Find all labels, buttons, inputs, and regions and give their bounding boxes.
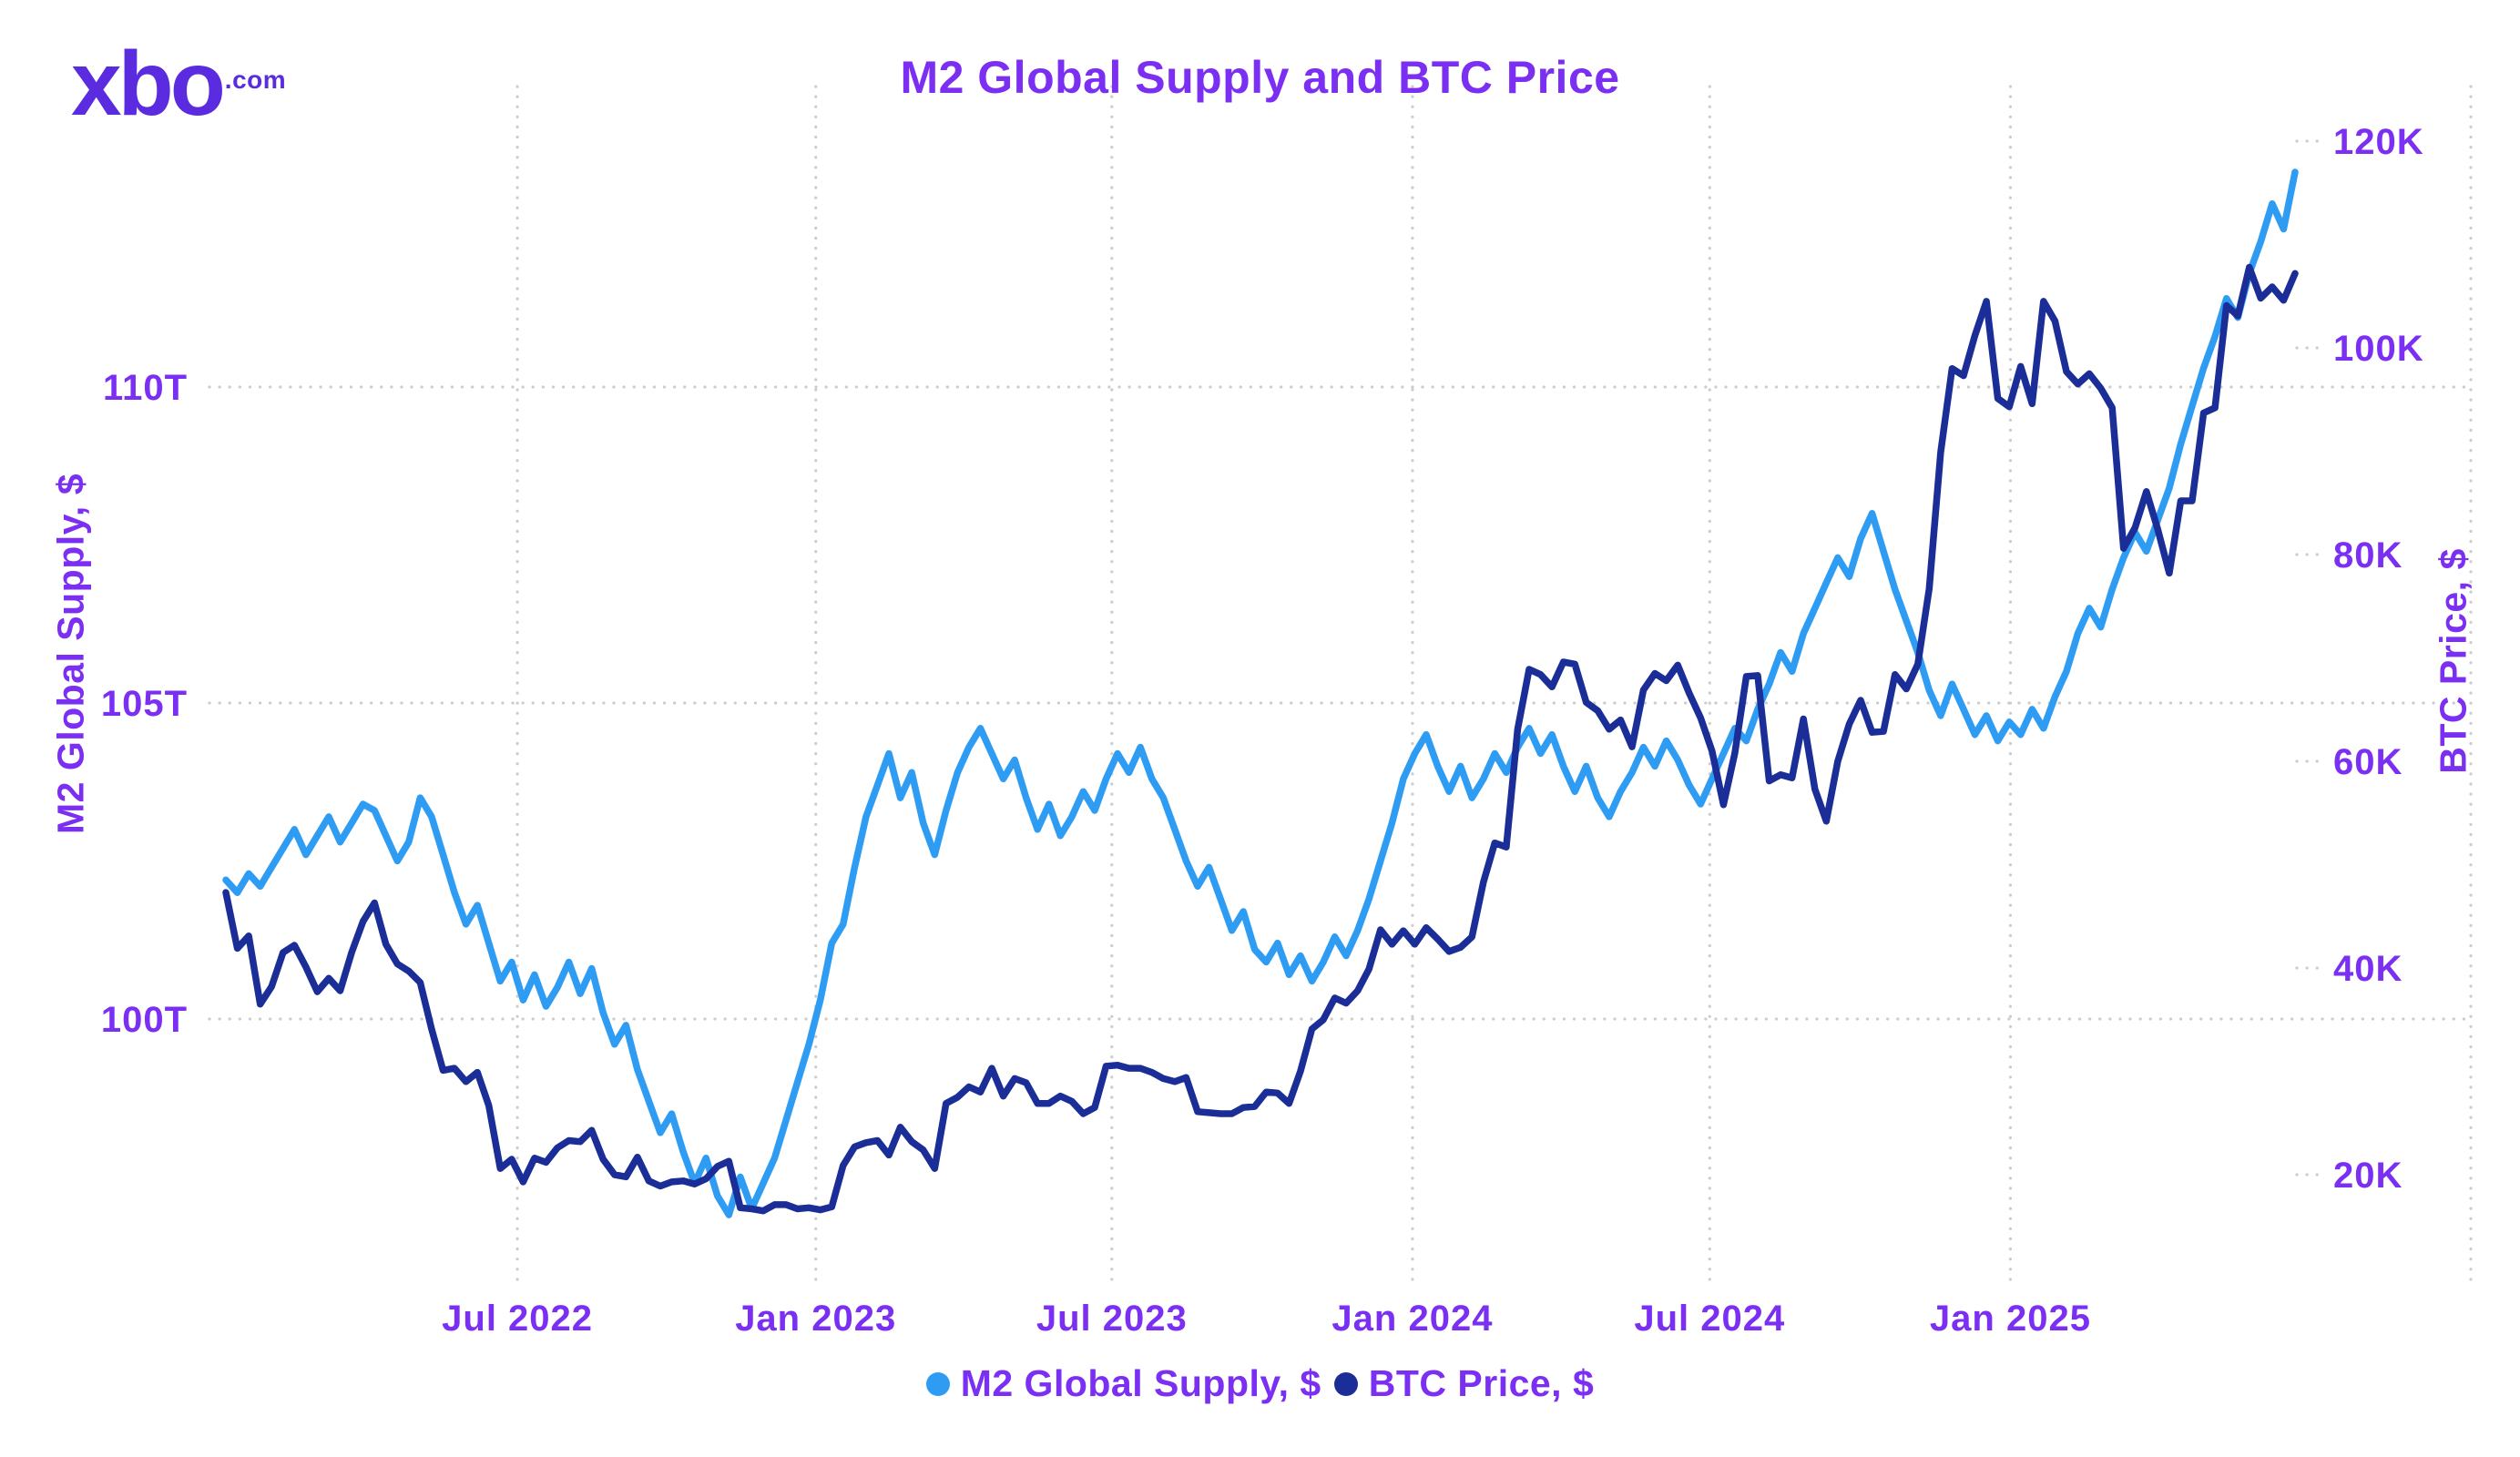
left-axis-title: M2 Global Supply, $ — [49, 473, 92, 835]
page-title: M2 Global Supply and BTC Price — [900, 52, 1620, 103]
x-axis-tick-label: Jul 2023 — [1036, 1299, 1188, 1339]
x-axis-tick-label: Jul 2024 — [1634, 1299, 1785, 1339]
right-axis-title: BTC Price, $ — [2432, 548, 2474, 774]
right-axis-tick-label: 80K — [2333, 535, 2403, 576]
m2-legend-dot — [925, 1371, 950, 1396]
right-axis-tick-label: 100K — [2333, 329, 2424, 369]
m2-supply-line — [222, 168, 2299, 1218]
right-axis-tick-label: 60K — [2333, 742, 2403, 782]
m2-legend-label: M2 Global Supply, $ — [960, 1362, 1321, 1404]
x-axis-tick-label: Jul 2022 — [442, 1299, 593, 1339]
x-axis-tick-label: Jan 2025 — [1930, 1299, 2091, 1339]
right-axis-tick-label: 40K — [2333, 949, 2403, 989]
btc-legend-dot — [1333, 1371, 1358, 1396]
x-axis-tick-label: Jan 2024 — [1331, 1299, 1493, 1339]
legend: M2 Global Supply, $ BTC Price, $ — [0, 1362, 2520, 1405]
logo-text: xbo — [71, 33, 226, 135]
x-axis-tick-label: Jan 2023 — [735, 1299, 896, 1339]
legend-item-m2[interactable]: M2 Global Supply, $ — [925, 1362, 1321, 1405]
left-axis-tick-label: 105T — [101, 684, 188, 724]
legend-item-btc[interactable]: BTC Price, $ — [1333, 1362, 1595, 1405]
btc-price-line — [222, 263, 2299, 1215]
logo-domain-suffix: .com — [224, 66, 287, 94]
xbo-logo[interactable]: xbo .com — [71, 33, 287, 135]
left-axis-tick-label: 100T — [101, 1000, 188, 1040]
left-axis-tick-label: 110T — [103, 368, 188, 408]
right-axis-tick-label: 120K — [2333, 122, 2424, 162]
right-axis-tick-label: 20K — [2333, 1156, 2403, 1196]
btc-legend-label: BTC Price, $ — [1368, 1362, 1595, 1404]
